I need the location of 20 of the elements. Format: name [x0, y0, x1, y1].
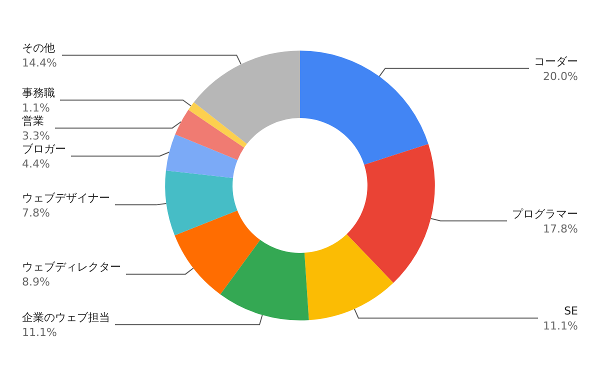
- data-label: 11.1%: [543, 320, 578, 333]
- slice-label: ウェブデザイナー: [22, 191, 110, 204]
- slice-label: コーダー: [534, 54, 578, 68]
- slice-label: ウェブディレクター: [22, 260, 121, 274]
- data-label: 7.8%: [22, 206, 50, 220]
- data-label: 3.3%: [22, 130, 50, 143]
- data-label: 4.4%: [22, 158, 50, 171]
- slice-label: その他: [22, 42, 55, 55]
- slice-label: 企業のウェブ担当: [22, 311, 110, 324]
- data-label: 14.4%: [22, 56, 57, 70]
- slice-label: 営業: [22, 114, 44, 128]
- data-label: 8.9%: [22, 276, 50, 289]
- slice-label: SE: [564, 304, 578, 318]
- data-label: 20.0%: [543, 70, 578, 83]
- data-label: 1.1%: [22, 102, 50, 115]
- slice-label: プログラマー: [512, 207, 578, 220]
- data-label: 17.8%: [543, 222, 578, 236]
- slice-label: 事務職: [22, 86, 55, 100]
- slice-label: ブロガー: [22, 142, 66, 156]
- data-label: 11.1%: [22, 326, 57, 340]
